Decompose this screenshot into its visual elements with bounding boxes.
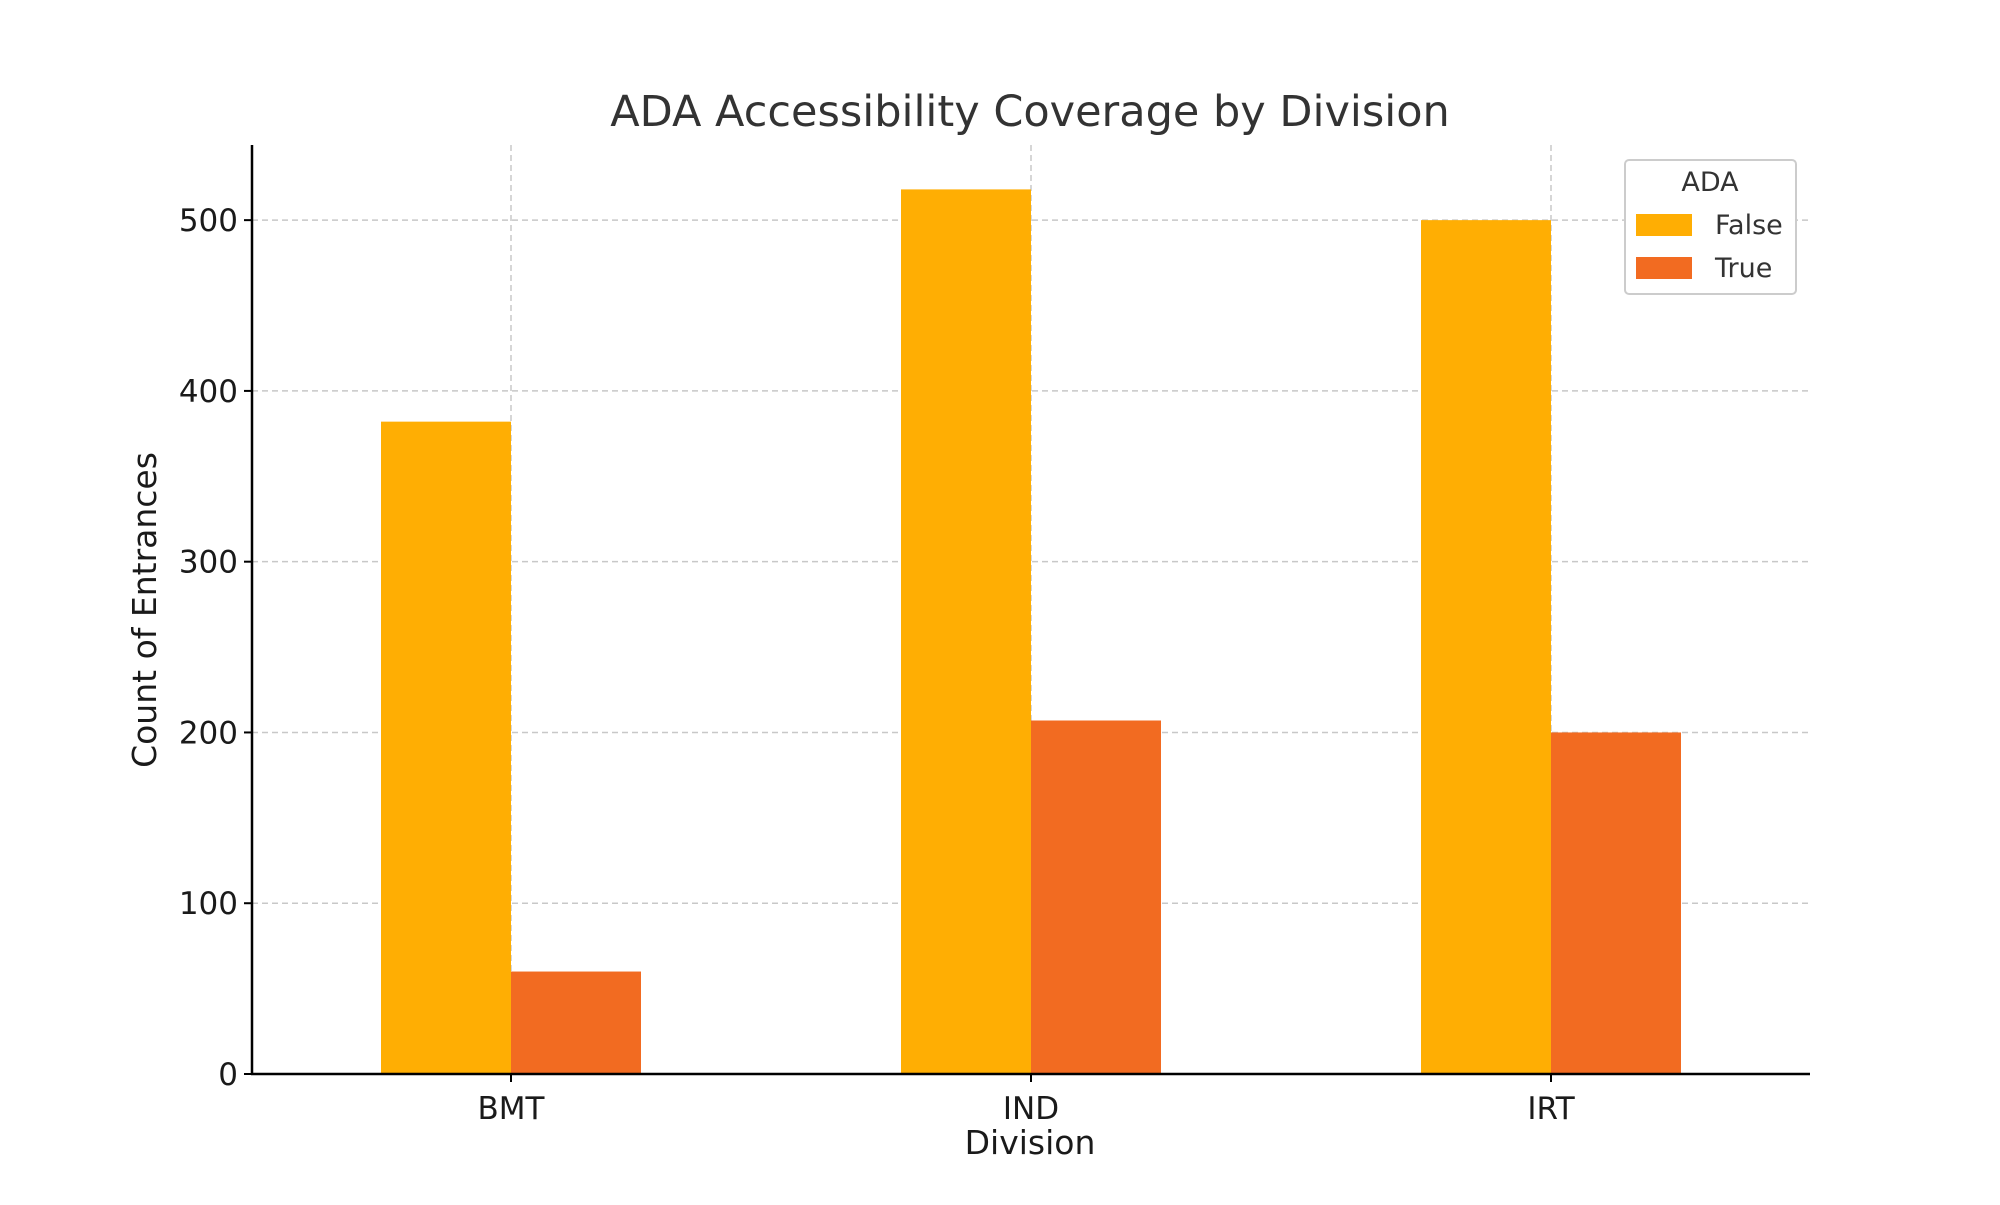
x-tick-label: BMT (478, 1091, 546, 1127)
legend-title: ADA (1681, 167, 1739, 198)
legend-items: False True (1636, 210, 1783, 284)
x-axis-label: Division (965, 1123, 1096, 1162)
legend-label-true: True (1714, 253, 1772, 284)
bars (381, 189, 1681, 1074)
bar-ind-false (901, 189, 1031, 1074)
legend-swatch-true (1636, 257, 1692, 279)
x-tick-label: IND (1003, 1091, 1059, 1127)
y-tick-label: 500 (179, 203, 238, 239)
bar-bmt-true (511, 971, 641, 1074)
legend-label-false: False (1715, 210, 1783, 241)
legend: ADA False True (1624, 159, 1797, 295)
y-tick-label: 200 (179, 715, 238, 751)
axes: 0 100 200 300 400 500 BMT IND IRT (179, 145, 1810, 1127)
bar-bmt-false (381, 421, 511, 1074)
y-axis-label: Count of Entrances (125, 452, 164, 768)
y-tick-label: 0 (218, 1057, 238, 1093)
bar-irt-false (1421, 220, 1551, 1074)
x-tick-label: IRT (1527, 1091, 1575, 1127)
bar-irt-true (1551, 732, 1681, 1074)
y-tick-label: 400 (179, 374, 238, 410)
y-tick-label: 300 (179, 545, 238, 581)
bar-ind-true (1031, 720, 1161, 1074)
chart-title: ADA Accessibility Coverage by Division (610, 87, 1450, 137)
legend-swatch-false (1636, 214, 1692, 236)
y-tick-label: 100 (179, 886, 238, 922)
